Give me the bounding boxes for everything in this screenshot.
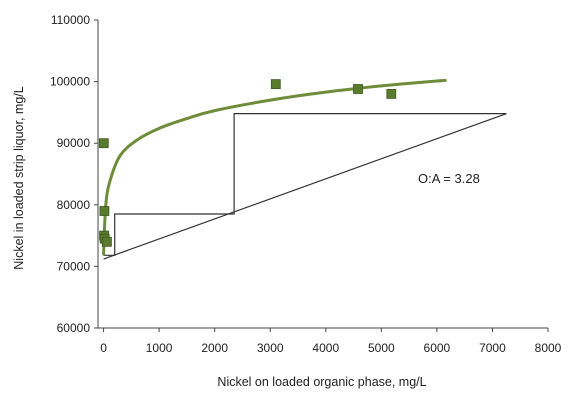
x-tick-label: 2000 bbox=[201, 341, 228, 355]
x-tick-label: 6000 bbox=[424, 341, 451, 355]
plot-data bbox=[98, 78, 507, 260]
data-point bbox=[102, 236, 112, 247]
data-point bbox=[270, 79, 281, 89]
x-tick-label: 4000 bbox=[312, 341, 339, 355]
plot-frame bbox=[97, 20, 548, 329]
y-tick-label: 90000 bbox=[57, 136, 91, 150]
operating-line bbox=[103, 113, 507, 260]
y-tick-label: 110000 bbox=[51, 13, 90, 27]
x-tick-label: 0 bbox=[100, 341, 107, 355]
tick-labels: 0 1000 2000 3000 4000 5000 6000 7000 8000 60000 70… bbox=[50, 13, 562, 355]
fit-curve bbox=[102, 78, 447, 256]
x-tick-label: 3000 bbox=[257, 341, 284, 355]
x-axis-label: Nickel on loaded organic phase, mg/L bbox=[217, 375, 426, 389]
data-point bbox=[386, 89, 397, 99]
x-tick-label: 1000 bbox=[146, 341, 173, 355]
data-point bbox=[353, 84, 363, 94]
y-axis-label: Nickel in loaded strip liquor, mg/L bbox=[12, 86, 26, 269]
y-tick-label: 70000 bbox=[57, 259, 91, 273]
x-tick-label: 5000 bbox=[368, 341, 395, 355]
annotation-oa-ratio: O:A = 3.28 bbox=[418, 171, 480, 186]
y-tick-label: 100000 bbox=[50, 75, 90, 89]
data-point bbox=[99, 206, 110, 216]
stage-steps bbox=[103, 113, 507, 256]
data-point bbox=[98, 138, 109, 149]
y-tick-label: 60000 bbox=[57, 321, 91, 335]
x-tick-label: 8000 bbox=[535, 341, 562, 355]
x-tick-label: 7000 bbox=[479, 341, 506, 355]
y-tick-label: 80000 bbox=[57, 198, 91, 212]
